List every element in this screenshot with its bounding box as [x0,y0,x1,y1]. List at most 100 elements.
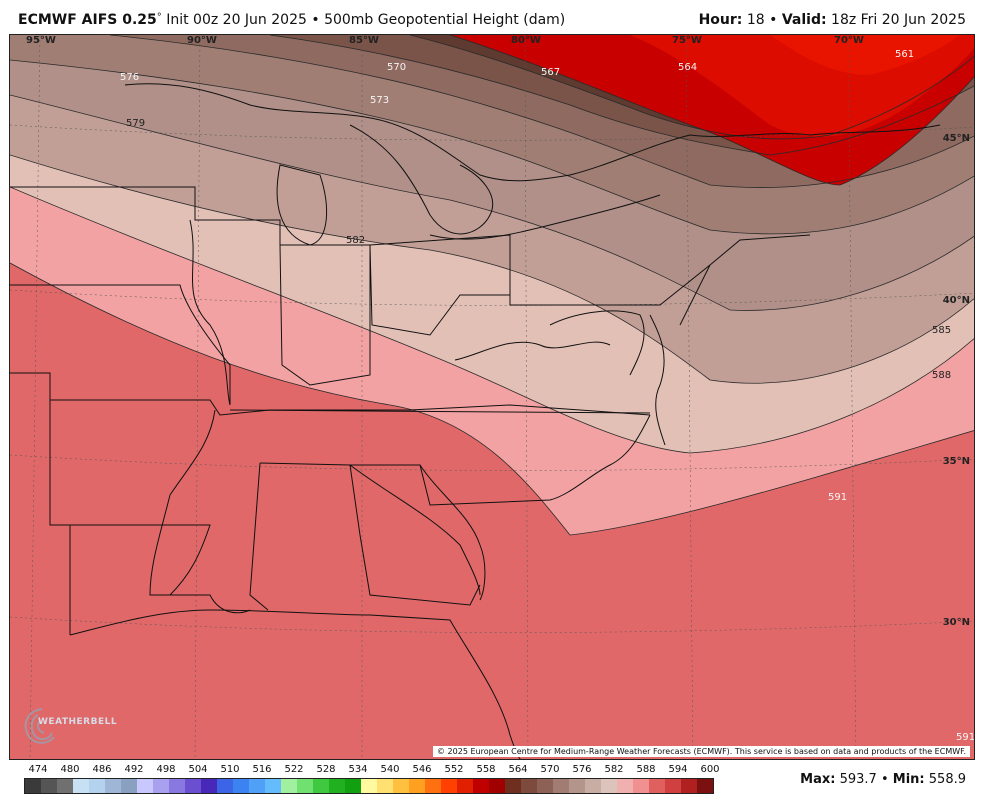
colorbar-swatch [73,779,89,793]
contour-label: 582 [346,235,365,246]
header: ECMWF AIFS 0.25° Init 00z 20 Jun 2025 • … [0,0,984,34]
colorbar-tick-label: 510 [220,764,240,775]
colorbar-tick-label: 516 [252,764,272,775]
contour-label: 588 [932,370,951,381]
colorbar-tick-label: 504 [188,764,208,775]
valid-bullet: • [769,12,778,28]
contour-label: 561 [895,49,914,60]
contour-label: 576 [120,72,139,83]
colorbar-swatch [537,779,553,793]
colorbar-tick-label: 492 [124,764,144,775]
colorbar-swatch [201,779,217,793]
colorbar-tick-label: 552 [444,764,464,775]
colorbar-swatch [329,779,345,793]
colorbar-swatch [585,779,601,793]
colorbar-swatch [361,779,377,793]
swirl-icon [24,708,55,744]
colorbar-tick-label: 594 [668,764,688,775]
lon-label: 85°W [349,35,379,46]
title-bullet: • [311,12,320,28]
hour-label: Hour: [698,12,743,28]
colorbar-tick-label: 576 [572,764,592,775]
colorbar-swatch [313,779,329,793]
valid-value: 18z Fri 20 Jun 2025 [831,12,966,28]
colorbar-swatch [345,779,361,793]
colorbar-tick-label: 534 [348,764,368,775]
colorbar-tick-label: 486 [92,764,112,775]
field-stats: Max: 593.7 • Min: 558.9 [800,772,966,787]
hour-value: 18 [746,12,765,28]
colorbar-swatch [41,779,57,793]
map-panel[interactable]: 576 570 567 564 561 573 579 582 585 588 … [9,34,975,760]
colorbar-swatch [665,779,681,793]
colorbar-swatch [297,779,313,793]
colorbar-tick-label: 570 [540,764,560,775]
colorbar-swatch [473,779,489,793]
contour-label: 591 [828,492,847,503]
colorbar-tick-label: 474 [28,764,48,775]
colorbar-swatch [121,779,137,793]
colorbar-tick-label: 528 [316,764,336,775]
colorbar-swatch [489,779,505,793]
colorbar-swatch [265,779,281,793]
colorbar-swatch [57,779,73,793]
colorbar-swatch [601,779,617,793]
init-time: Init 00z 20 Jun 2025 [166,12,307,28]
colorbar-swatch [249,779,265,793]
colorbar-swatch [185,779,201,793]
lat-label: 40°N [942,295,970,306]
band-561 [770,35,960,75]
colorbar-swatch [153,779,169,793]
lat-label: 35°N [942,456,970,467]
colorbar-swatch [377,779,393,793]
contour-label: 579 [126,118,145,129]
colorbar-tick-label: 480 [60,764,80,775]
model-name: ECMWF AIFS 0.25 [18,12,157,28]
colorbar-tick-label: 540 [380,764,400,775]
colorbar-swatch [681,779,697,793]
colorbar-tick-label: 582 [604,764,624,775]
colorbar-swatch [217,779,233,793]
colorbar-swatch [89,779,105,793]
colorbar-tick-label: 522 [284,764,304,775]
min-label: Min: [892,772,925,787]
weatherbell-logo: WEATHERBELL [18,703,117,749]
valid-time: Hour: 18 • Valid: 18z Fri 20 Jun 2025 [699,12,966,28]
contour-label: 567 [541,67,560,78]
boundaries [10,83,941,759]
colorbar-swatch [137,779,153,793]
contour-label-group: 576 570 567 564 561 573 579 582 585 588 … [120,49,974,743]
colorbar-swatch [633,779,649,793]
degree-sign: ° [156,12,162,23]
stats-bullet: • [880,772,889,787]
valid-label: Valid: [781,12,827,28]
colorbar-swatch [169,779,185,793]
colorbar-swatch [553,779,569,793]
lon-label: 95°W [26,35,56,46]
colorbar-swatch [457,779,473,793]
colorbar-tick-label: 546 [412,764,432,775]
colorbar-swatch [521,779,537,793]
lat-label: 45°N [942,133,970,144]
colorbar-tick-label: 498 [156,764,176,775]
colorbar-swatch [25,779,41,793]
colorbar-tick-label: 588 [636,764,656,775]
colorbar-swatch [569,779,585,793]
colorbar-swatch [441,779,457,793]
chart-title: ECMWF AIFS 0.25° Init 00z 20 Jun 2025 • … [18,12,565,28]
colorbar-swatch [409,779,425,793]
height-contour-map: 576 570 567 564 561 573 579 582 585 588 … [10,35,974,759]
max-label: Max: [800,772,836,787]
contour-label: 570 [387,62,406,73]
colorbar [24,778,714,794]
colorbar-swatch [649,779,665,793]
lon-label: 70°W [834,35,864,46]
colorbar-tick-label: 558 [476,764,496,775]
logo-text: WEATHERBELL [38,717,118,727]
colorbar-labels: 474 480 486 492 498 504 510 516 522 528 534 540 546 5… [24,764,724,778]
colorbar-tick-label: 564 [508,764,528,775]
colorbar-swatch [617,779,633,793]
lon-label: 80°W [511,35,541,46]
copyright-notice: © 2025 European Centre for Medium-Range … [433,746,970,757]
field-name: 500mb Geopotential Height (dam) [324,12,566,28]
